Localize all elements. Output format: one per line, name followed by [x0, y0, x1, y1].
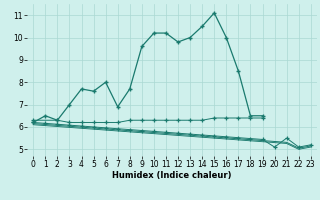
X-axis label: Humidex (Indice chaleur): Humidex (Indice chaleur) [112, 171, 232, 180]
